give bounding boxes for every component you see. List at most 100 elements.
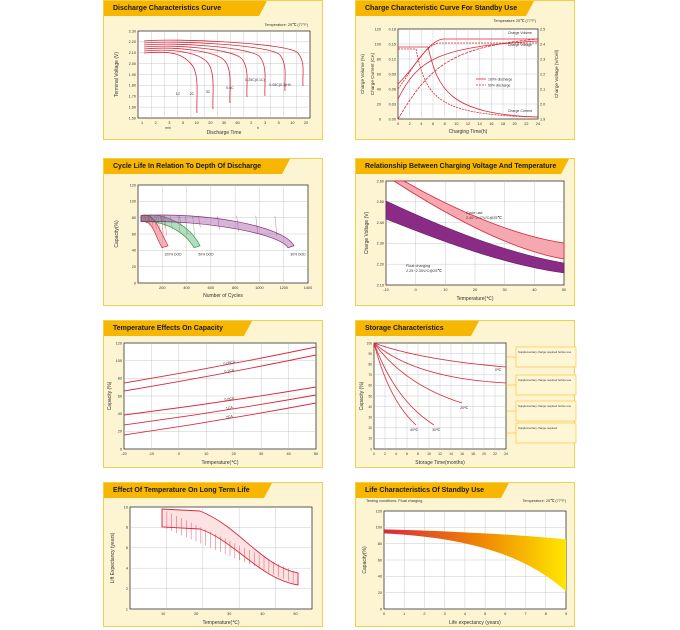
cycle-band-100-hatch [164, 215, 167, 236]
temp-x-tick-label: -20 [121, 452, 127, 456]
cycle-x-tick-label: 1000 [255, 286, 263, 290]
charge-y-left-label: Charge Volume (%) [360, 53, 365, 94]
cycle-y-tick-label: 120 [130, 183, 136, 187]
storage-note-text: Supplementary charge required [518, 426, 558, 430]
temp-series-label: 2CA [226, 414, 234, 419]
chargevolt-y-tick-label: 2.60 [377, 179, 384, 183]
charge-x-tick-label: 22 [524, 122, 528, 126]
cycle-life-chart-title: Cycle Life In Relation To Depth Of Disch… [104, 159, 290, 174]
longterm-y-tick-label: 4 [126, 567, 128, 571]
storage-series-line-extra [373, 342, 507, 384]
discharge-series-label: 3C [206, 90, 211, 94]
chargevolt-y-tick-label: 2.50 [377, 200, 384, 204]
storage-x-tick-label: 14 [449, 452, 453, 456]
storage-x-tick-label: 16 [460, 452, 464, 456]
storage-chart-title: Storage Characteristics [356, 321, 479, 336]
standby-life-chart-card: Life Characteristics Of Standby Use Test… [355, 482, 575, 627]
storage-x-tick-label: 12 [438, 452, 442, 456]
charge-mid-y-tick-label: 0.15 [389, 42, 396, 46]
charge-left-y-tick-label: 60 [377, 72, 381, 76]
temp-x-tick-label: 0 [178, 452, 180, 456]
storage-y-tick-label: 80 [368, 363, 372, 367]
storage-y-tick-label: 40 [368, 405, 372, 409]
charge-left-y-tick-label: 20 [377, 102, 381, 106]
charge-x-tick-label: 14 [478, 122, 482, 126]
longterm-y-tick-label: 10 [124, 505, 128, 509]
discharge-series-label: 0.25C(0.1C) [245, 78, 265, 82]
chargevolt-float-band [385, 200, 565, 274]
standby-y-tick-label: 80 [378, 542, 382, 546]
charge-volume-line-50 [397, 40, 539, 100]
discharge-chart-title: Discharge Characteristics Curve [104, 1, 267, 16]
cycle-series-label: 50% DOD [198, 253, 214, 257]
standby-y-tick-label: 40 [378, 575, 382, 579]
cycle-band-30-hatch [179, 215, 182, 226]
storage-x-tick-label: 20 [482, 452, 486, 456]
charge-right-y-tick-label: 1.9 [540, 117, 545, 121]
storage-chart-card: Storage Characteristics 100 90 80 70 60 50 40 3… [355, 320, 577, 468]
storage-series-label: 20℃ [460, 406, 469, 410]
longterm-y-tick-label: 1 [126, 607, 128, 611]
chargevolt-x-tick-label: 20 [473, 288, 477, 292]
chargevolt-x-tick-label: -10 [383, 288, 389, 292]
chargevolt-annotation: Cycle use [466, 211, 483, 215]
discharge-chart-card: Discharge Characteristics Curve Temperat… [103, 0, 323, 140]
standby-x-tick-label: 3 [444, 612, 446, 616]
charge-right-y-tick-label: 2.2 [540, 72, 545, 76]
cycle-x-tick-label: 200 [159, 286, 165, 290]
charge-voltage-chart-plot: 2.60 2.50 2.40 2.30 2.20 2.10-10 0 10 20 30 40 50 Te… [364, 179, 566, 302]
standby-x-tick-label: 2 [423, 612, 425, 616]
longterm-x-tick-label: 30 [227, 612, 231, 616]
charge-right-y-tick-label: 2.1 [540, 87, 545, 91]
discharge-x-tick-label: 2 [155, 121, 157, 125]
standby-x-tick-label: 8 [545, 612, 547, 616]
discharge-y-axis-label: Terminal Voltage (V) [114, 52, 120, 97]
charge-x-tick-label: 6 [432, 122, 434, 126]
cycle-y-tick-label: 100 [130, 200, 136, 204]
temp-series-label: 1CA [226, 405, 234, 410]
charge-mid-y-tick-label: 0.00 [389, 117, 396, 121]
cycle-y-tick-label: 60 [132, 232, 136, 236]
discharge-series-line [143, 43, 266, 97]
storage-series-line [373, 342, 435, 426]
temp-x-tick-label: 40 [286, 452, 290, 456]
chargevolt-y-tick-label: 2.40 [377, 221, 384, 225]
charge-x-tick-label: 0 [397, 122, 399, 126]
temp-series-line [123, 346, 317, 384]
discharge-chart-plot: Temperature: 25℃ (77°F) 2.30 2.20 2.10 2.00 1… [114, 23, 311, 136]
charge-x-tick-label: 10 [454, 122, 458, 126]
cycle-band-100 [140, 214, 169, 249]
standby-x-tick-label: 5 [484, 612, 486, 616]
standby-note-left: Testing conditions: Float charging [366, 499, 422, 503]
cycle-series-label: 30% DOD [290, 253, 306, 257]
cycle-y-axis-label: Capacity(%) [114, 220, 120, 248]
cycle-band-50-hatch [148, 215, 151, 224]
charge-left-y-tick-label: 100 [375, 42, 381, 46]
longterm-x-axis-label: Temperature(℃) [202, 620, 239, 626]
charge-left-y-tick-label: 80 [377, 57, 381, 61]
charge-x-tick-label: 18 [501, 122, 505, 126]
charge-volume-line [397, 38, 539, 120]
charge-left-y-tick-label: 120 [375, 27, 381, 31]
cycle-x-tick-label: 400 [183, 286, 189, 290]
charge-chart-plot: Temperature 25℃ (77°F)1201008060402000.1… [360, 19, 559, 135]
chargevolt-y-tick-label: 2.10 [377, 283, 384, 287]
storage-y-tick-label: 50 [368, 394, 372, 398]
storage-note-text: Supplementary charge required before use [518, 378, 572, 382]
standby-life-chart-title: Life Characteristics Of Standby Use [356, 483, 509, 498]
storage-x-tick-label: 22 [493, 452, 497, 456]
discharge-series-line [143, 41, 286, 92]
charge-current-line [398, 46, 539, 118]
discharge-note: Temperature: 25℃ (77°F) [264, 23, 308, 27]
cycle-band-30-hatch [159, 215, 163, 224]
storage-y-axis-label: Capacity (%) [359, 381, 365, 410]
temp-series-line [123, 354, 317, 392]
charge-mid-y-tick-label: 0.03 [389, 102, 396, 106]
temp-y-tick-label: 120 [116, 341, 122, 345]
discharge-series-line [143, 49, 214, 110]
storage-series-line [373, 342, 507, 368]
storage-x-tick-label: 6 [406, 452, 408, 456]
cycle-band-100-hatch [157, 215, 161, 232]
discharge-series-line [143, 45, 248, 98]
